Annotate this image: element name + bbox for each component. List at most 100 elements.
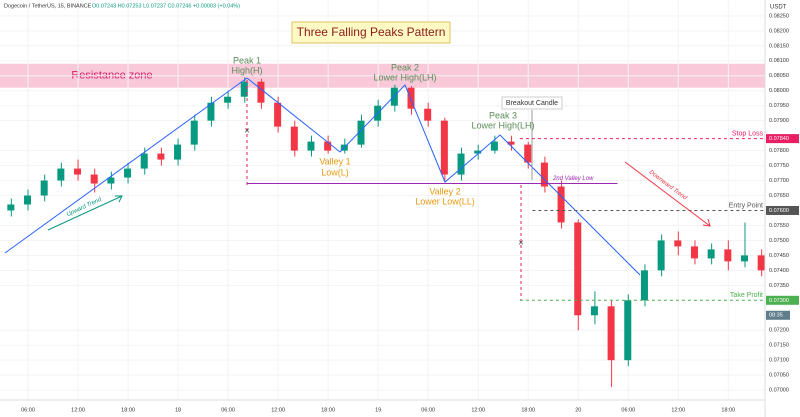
candle-body [90, 174, 98, 184]
candle-body [107, 177, 115, 184]
candle-body [257, 81, 265, 103]
arrow-head [115, 195, 123, 203]
candle-body [524, 144, 532, 163]
candle-body [724, 249, 732, 262]
x-tick-label: 12:00 [471, 407, 485, 413]
x-tick-label: 06:00 [621, 407, 635, 413]
candle-body [657, 240, 665, 271]
candle-body [474, 150, 482, 154]
ohlc: O0.07243 H0.07253 L0.07237 C0.07246 +0.0… [92, 3, 240, 9]
price-tag [766, 295, 799, 305]
y-tick-label: 0.07000 [769, 388, 789, 394]
y-tick-label: 0.07450 [769, 253, 789, 259]
y-tick-label: 0.07800 [769, 148, 789, 154]
candle-body [40, 180, 48, 196]
breakout-label: Breakout Candle [506, 100, 558, 107]
countdown-tag [766, 310, 790, 320]
peak-label: High(H) [231, 65, 262, 75]
y-tick-label: 0.08250 [769, 13, 789, 19]
y-tick-label: 0.07750 [769, 163, 789, 169]
x-tick-label: 12:00 [671, 407, 685, 413]
x-mark: × [518, 237, 523, 247]
candle-body [407, 87, 415, 109]
candle-body [540, 162, 548, 187]
candle-body [240, 81, 248, 97]
x-tick-label: 06:00 [421, 407, 435, 413]
price-tag-label: 0.07300 [769, 298, 789, 304]
candle-body [740, 255, 748, 262]
valley-label: Low(L) [321, 167, 349, 177]
title-box [291, 21, 451, 44]
symbol: Dogecoin / TetherUS, 15, BINANCE [4, 3, 92, 9]
candle-body [57, 168, 65, 181]
y-tick-label: 0.08050 [769, 73, 789, 79]
candle-body [624, 300, 632, 361]
breakout-box [501, 96, 563, 110]
valley-label: Valley 1 [319, 156, 350, 166]
trend-line [4, 77, 248, 254]
x-tick-label: 12:00 [71, 407, 85, 413]
candle-body [124, 168, 132, 178]
arrow [624, 161, 711, 227]
candle-body [174, 144, 182, 160]
candle-body [674, 240, 682, 247]
x-tick-label: 06:00 [221, 407, 235, 413]
level-name: Stop Loss [732, 130, 764, 137]
x-tick-label: 18:00 [521, 407, 535, 413]
price-tag-label: 0.07840 [769, 136, 789, 142]
y-tick-label: 0.08000 [769, 88, 789, 94]
trend-label: Downward Trend [648, 169, 688, 201]
countdown-label: 08:35 [769, 313, 783, 319]
valley-label: Lower Low(LL) [415, 196, 475, 206]
x-tick-label: 18:00 [721, 407, 735, 413]
candle-body [140, 153, 148, 169]
y-tick-label: 0.07500 [769, 238, 789, 244]
y-tick-label: 0.07100 [769, 358, 789, 364]
x-tick-label: 18 [175, 407, 181, 413]
candle-body [74, 168, 82, 175]
x-tick-label: 12:00 [271, 407, 285, 413]
y-tick-label: 0.07150 [769, 343, 789, 349]
candle-body [224, 96, 232, 103]
arrow-head [702, 218, 711, 227]
y-tick-label: 0.07650 [769, 193, 789, 199]
candle-body [607, 306, 615, 361]
candle-body [574, 222, 582, 316]
candle-body [590, 306, 598, 316]
x-tick-label: 06:00 [21, 407, 35, 413]
currency: USDT [770, 5, 787, 11]
x-tick-label: 19 [375, 407, 381, 413]
candle-body [424, 108, 432, 121]
candle-body [507, 141, 515, 145]
level-name: Entry Point [729, 202, 763, 209]
candle-body [324, 141, 332, 151]
peak-label: Lower High(LH) [471, 120, 534, 130]
y-tick-label: 0.07950 [769, 103, 789, 109]
x-tick-label: 18:00 [121, 407, 135, 413]
candle-body [290, 126, 298, 151]
y-tick-label: 0.07200 [769, 328, 789, 334]
peak-label: Lower High(LH) [373, 72, 436, 82]
peak-label: Peak 1 [233, 55, 261, 65]
candle-body [157, 153, 165, 160]
candle-body [274, 102, 282, 127]
peak-label: Peak 2 [391, 62, 419, 72]
candle-body [757, 255, 765, 271]
y-tick-label: 0.07900 [769, 118, 789, 124]
valley-label: Valley 2 [429, 186, 460, 196]
y-tick-label: 0.07550 [769, 223, 789, 229]
candle-body [557, 186, 565, 223]
pattern-line [246, 77, 641, 276]
candle-body [490, 141, 498, 151]
level-name: 2nd Valley Low [552, 176, 594, 182]
level-name: Take Profit [730, 292, 763, 299]
y-tick-label: 0.07350 [769, 283, 789, 289]
y-tick-label: 0.07400 [769, 268, 789, 274]
candle-body [307, 141, 315, 151]
arrow [47, 195, 123, 231]
price-tag [766, 205, 799, 215]
price-tag-label: 0.07600 [769, 208, 789, 214]
candle-body [640, 270, 648, 301]
chart-title: Three Falling Peaks Pattern [297, 25, 446, 39]
